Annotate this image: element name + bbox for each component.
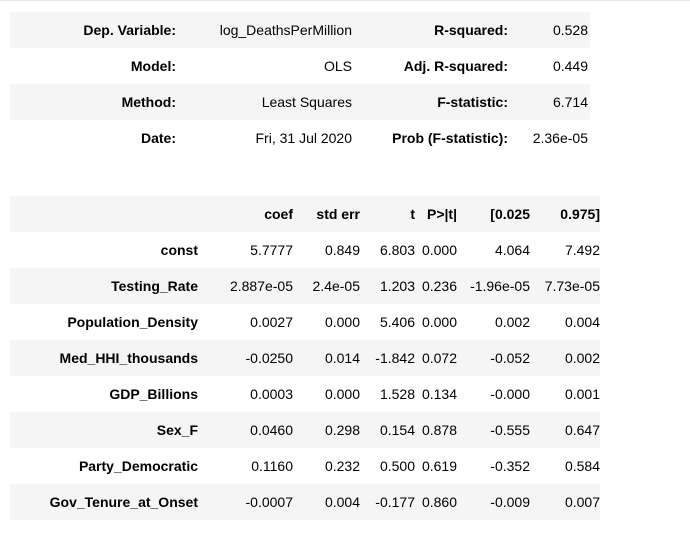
p-value-cell: 0.000 (421, 242, 457, 258)
coefficients-table: coef std err t P>|t| [0.025 0.975] const… (10, 196, 600, 520)
ci-high-cell: 7.73e-05 (544, 278, 600, 294)
table-row: GDP_Billions 0.0003 0.000 1.528 0.134 -0… (10, 376, 600, 412)
ci-high-cell: 0.004 (564, 314, 600, 330)
variable-name: const (160, 242, 198, 258)
summary-value: 0.528 (552, 22, 588, 38)
summary-label: Model: (130, 58, 176, 74)
ci-high-cell: 0.007 (564, 494, 600, 510)
std-err-cell: 0.000 (324, 386, 360, 402)
summary-row: Method: Least Squares F-statistic: 6.714 (10, 84, 590, 120)
ci-low-cell: -1.96e-05 (470, 278, 530, 294)
p-value-cell: 0.072 (421, 350, 457, 366)
variable-name: Gov_Tenure_at_Onset (49, 494, 198, 510)
ci-high-cell: 0.584 (564, 458, 600, 474)
summary-label: Date: (140, 130, 176, 146)
t-cell: -0.177 (375, 494, 415, 510)
coef-cell: 0.0027 (250, 314, 293, 330)
t-cell: 0.154 (379, 422, 415, 438)
table-row: Sex_F 0.0460 0.298 0.154 0.878 -0.555 0.… (10, 412, 600, 448)
summary-row: Model: OLS Adj. R-squared: 0.449 (10, 48, 590, 84)
std-err-cell: 0.004 (324, 494, 360, 510)
summary-label: F-statistic: (437, 94, 508, 110)
ci-high-cell: 0.001 (564, 386, 600, 402)
table-row: const 5.7777 0.849 6.803 0.000 4.064 7.4… (10, 232, 600, 268)
coef-cell: -0.0007 (245, 494, 293, 510)
column-header: t (410, 206, 415, 222)
summary-label: R-squared: (434, 22, 508, 38)
p-value-cell: 0.236 (421, 278, 457, 294)
summary-label: Method: (121, 94, 176, 110)
std-err-cell: 0.000 (324, 314, 360, 330)
p-value-cell: 0.619 (421, 458, 457, 474)
summary-value: 6.714 (552, 94, 588, 110)
table-row: Population_Density 0.0027 0.000 5.406 0.… (10, 304, 600, 340)
t-cell: 5.406 (379, 314, 415, 330)
column-header: coef (264, 206, 293, 222)
variable-name: GDP_Billions (109, 386, 198, 402)
variable-name: Party_Democratic (78, 458, 198, 474)
table-row: Testing_Rate 2.887e-05 2.4e-05 1.203 0.2… (10, 268, 600, 304)
coefficients-header-row: coef std err t P>|t| [0.025 0.975] (10, 196, 600, 232)
table-row: Gov_Tenure_at_Onset -0.0007 0.004 -0.177… (10, 484, 600, 520)
variable-name: Med_HHI_thousands (59, 350, 198, 366)
std-err-cell: 0.014 (324, 350, 360, 366)
summary-row: Dep. Variable: log_DeathsPerMillion R-sq… (10, 12, 590, 48)
summary-value: OLS (323, 58, 352, 74)
summary-label: Prob (F-statistic): (392, 130, 508, 146)
summary-label: Dep. Variable: (83, 22, 176, 38)
coef-cell: 0.1160 (251, 458, 293, 474)
summary-row: Date: Fri, 31 Jul 2020 Prob (F-statistic… (10, 120, 590, 156)
column-header: 0.975] (560, 206, 600, 222)
column-header (10, 196, 198, 232)
summary-label: Adj. R-squared: (403, 58, 508, 74)
coef-cell: 0.0003 (250, 386, 293, 402)
t-cell: 6.803 (379, 242, 415, 258)
table-row: Party_Democratic 0.1160 0.232 0.500 0.61… (10, 448, 600, 484)
variable-name: Population_Density (67, 314, 198, 330)
table-row: Med_HHI_thousands -0.0250 0.014 -1.842 0… (10, 340, 600, 376)
top-divider (0, 0, 690, 1)
coef-cell: 5.7777 (250, 242, 293, 258)
coef-cell: 0.0460 (250, 422, 293, 438)
std-err-cell: 0.298 (324, 422, 360, 438)
summary-table: Dep. Variable: log_DeathsPerMillion R-sq… (10, 12, 590, 156)
ci-low-cell: 0.002 (494, 314, 530, 330)
ci-low-cell: -0.555 (490, 422, 530, 438)
t-cell: 0.500 (379, 458, 415, 474)
std-err-cell: 0.849 (324, 242, 360, 258)
column-header: std err (316, 206, 360, 222)
summary-value: 2.36e-05 (532, 130, 588, 146)
p-value-cell: 0.134 (421, 386, 457, 402)
summary-value: Fri, 31 Jul 2020 (255, 130, 353, 146)
ci-low-cell: -0.009 (490, 494, 530, 510)
ci-high-cell: 0.002 (564, 350, 600, 366)
std-err-cell: 0.232 (324, 458, 360, 474)
variable-name: Sex_F (156, 422, 198, 438)
p-value-cell: 0.000 (421, 314, 457, 330)
ci-high-cell: 7.492 (564, 242, 600, 258)
summary-value: log_DeathsPerMillion (219, 22, 352, 38)
ci-low-cell: -0.352 (490, 458, 530, 474)
summary-value: 0.449 (552, 58, 588, 74)
t-cell: 1.203 (379, 278, 415, 294)
coef-cell: -0.0250 (245, 350, 293, 366)
column-header: P>|t| (426, 206, 457, 222)
p-value-cell: 0.860 (421, 494, 457, 510)
std-err-cell: 2.4e-05 (312, 278, 360, 294)
p-value-cell: 0.878 (421, 422, 457, 438)
coef-cell: 2.887e-05 (229, 278, 293, 294)
column-header: [0.025 (490, 206, 530, 222)
summary-value: Least Squares (261, 94, 352, 110)
t-cell: 1.528 (379, 386, 415, 402)
t-cell: -1.842 (375, 350, 415, 366)
ci-high-cell: 0.647 (564, 422, 600, 438)
ci-low-cell: -0.052 (490, 350, 530, 366)
ci-low-cell: -0.000 (490, 386, 530, 402)
variable-name: Testing_Rate (111, 278, 198, 294)
ci-low-cell: 4.064 (494, 242, 530, 258)
